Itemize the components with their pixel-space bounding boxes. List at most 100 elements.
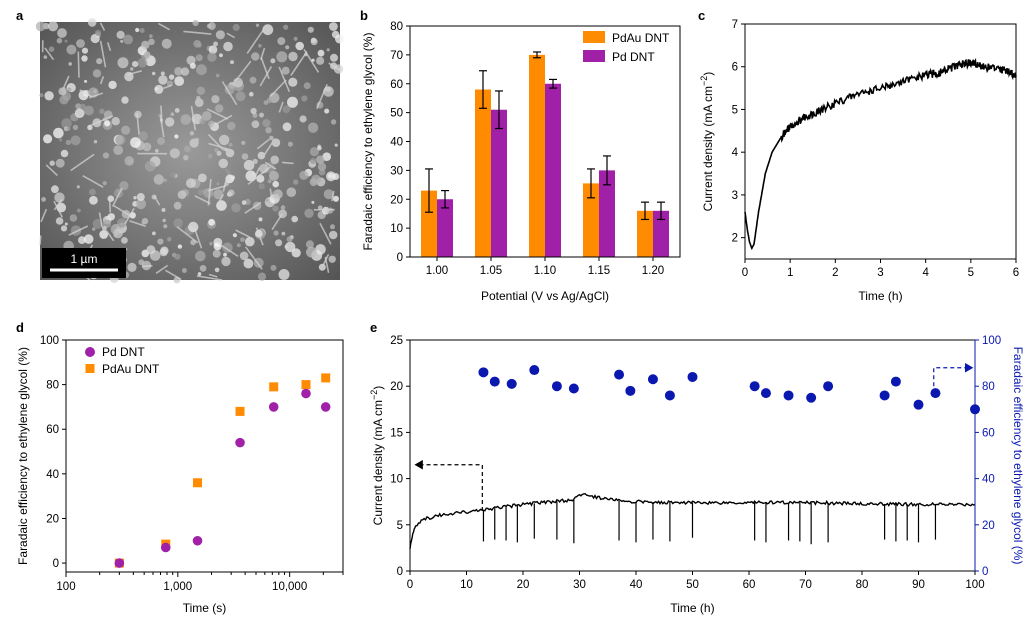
sem-dendrite	[99, 76, 105, 85]
sem-grain	[107, 195, 115, 202]
sem-dendrite	[207, 179, 212, 206]
sem-grain	[127, 262, 137, 272]
x-axis-label: Time (h)	[670, 601, 714, 615]
sem-dendrite	[246, 28, 265, 54]
fe-point	[489, 376, 500, 387]
y-axis-label: Current density (mA cm−2)	[699, 72, 715, 212]
sem-grain	[288, 51, 298, 62]
sem-grain	[266, 97, 273, 104]
sem-dendrite	[77, 51, 80, 78]
sem-dendrite	[226, 32, 235, 39]
sem-grain	[251, 52, 260, 61]
sem-grain	[154, 148, 159, 153]
legend-marker	[85, 347, 95, 357]
sem-grain	[215, 73, 220, 78]
sem-grain	[322, 152, 332, 161]
y-left-tick-label: 10	[390, 474, 403, 486]
y-axis-label-sup: −2	[699, 76, 709, 86]
sem-grain	[70, 135, 81, 146]
sem-dendrite	[39, 235, 42, 245]
x-tick-label: 70	[799, 579, 812, 591]
sem-grain	[310, 157, 317, 164]
sem-grain	[240, 237, 245, 243]
pd-point	[268, 402, 279, 412]
sem-grain	[116, 30, 125, 39]
sem-dendrite	[183, 30, 212, 35]
sem-grain	[196, 95, 201, 101]
sem-dendrite	[53, 200, 64, 218]
sem-grain	[177, 190, 187, 199]
sem-grain	[311, 174, 321, 185]
sem-grain	[72, 124, 79, 131]
sem-dendrite	[68, 225, 89, 236]
sem-grain	[81, 47, 89, 54]
sem-grain	[241, 153, 249, 160]
y-axis-label-main: Current density (mA cm	[701, 86, 715, 211]
sem-dendrite	[290, 51, 308, 76]
sem-grain	[295, 41, 305, 51]
scale-bar-box	[42, 248, 126, 278]
sem-grain	[79, 103, 86, 110]
sem-grain	[316, 56, 325, 65]
sem-grain	[262, 119, 271, 128]
y-tick-label: 70	[390, 50, 403, 62]
sem-grain	[273, 230, 279, 236]
sem-grain	[124, 156, 134, 166]
sem-grain	[330, 224, 335, 230]
sem-grain	[183, 155, 189, 161]
y-tick-label: 3	[732, 190, 738, 202]
bar-pdau	[475, 89, 491, 258]
sem-grain	[231, 203, 241, 213]
sem-grain	[76, 39, 85, 48]
sem-grain	[58, 87, 67, 96]
bar-pd	[599, 170, 615, 257]
sem-grain	[281, 66, 290, 75]
fe-axis-arrow	[933, 362, 974, 387]
sem-grain	[64, 222, 68, 226]
y-axis-label: Faradaic efficiency to ethylene glycol (…	[16, 347, 30, 565]
sem-grain	[66, 126, 71, 131]
sem-dendrite	[70, 153, 95, 172]
sem-grain	[174, 67, 183, 76]
fe-point	[568, 383, 579, 394]
sem-dendrite	[316, 83, 328, 110]
sem-grain	[68, 62, 72, 66]
sem-grain	[245, 170, 257, 182]
sem-grain	[195, 250, 206, 262]
legend-marker	[85, 364, 95, 373]
x-tick-label: 80	[856, 579, 869, 591]
sem-grain	[174, 76, 185, 86]
sem-grain	[276, 51, 288, 63]
sem-dendrite	[270, 79, 287, 97]
sem-dendrite	[153, 195, 161, 206]
sem-grain	[170, 112, 175, 116]
current-axis-arrow	[414, 459, 483, 511]
sem-grain	[177, 244, 183, 249]
sem-dendrite	[155, 264, 169, 274]
sem-dendrite	[113, 205, 131, 217]
bar-pdau	[583, 183, 599, 257]
sem-grain	[230, 175, 236, 180]
sem-grain	[144, 161, 156, 172]
sem-grain	[223, 252, 227, 257]
panel-letter-c: c	[698, 8, 705, 23]
sem-grain	[305, 240, 314, 249]
sem-grain	[135, 198, 147, 210]
sem-grain	[130, 67, 134, 71]
legend-label: PdAu DNT	[612, 31, 670, 45]
sem-grain	[84, 79, 88, 83]
chart-c: 0 1 2 3 4 5 6 2 3 4 5 6 7 Time (h) Current density (mA…	[699, 19, 1019, 303]
sem-grain	[195, 54, 203, 62]
sem-grain	[92, 218, 103, 229]
sem-grain	[282, 105, 291, 114]
sem-grain	[326, 48, 330, 52]
sem-grain	[167, 237, 172, 242]
sem-grain	[250, 107, 257, 115]
sem-dendrite	[222, 176, 228, 192]
sem-dendrite	[82, 175, 104, 188]
sem-grain	[102, 181, 107, 186]
sem-grain	[257, 272, 267, 281]
sem-grain	[249, 91, 254, 97]
sem-dendrite	[176, 226, 199, 244]
x-tick-label: 20	[517, 579, 530, 591]
